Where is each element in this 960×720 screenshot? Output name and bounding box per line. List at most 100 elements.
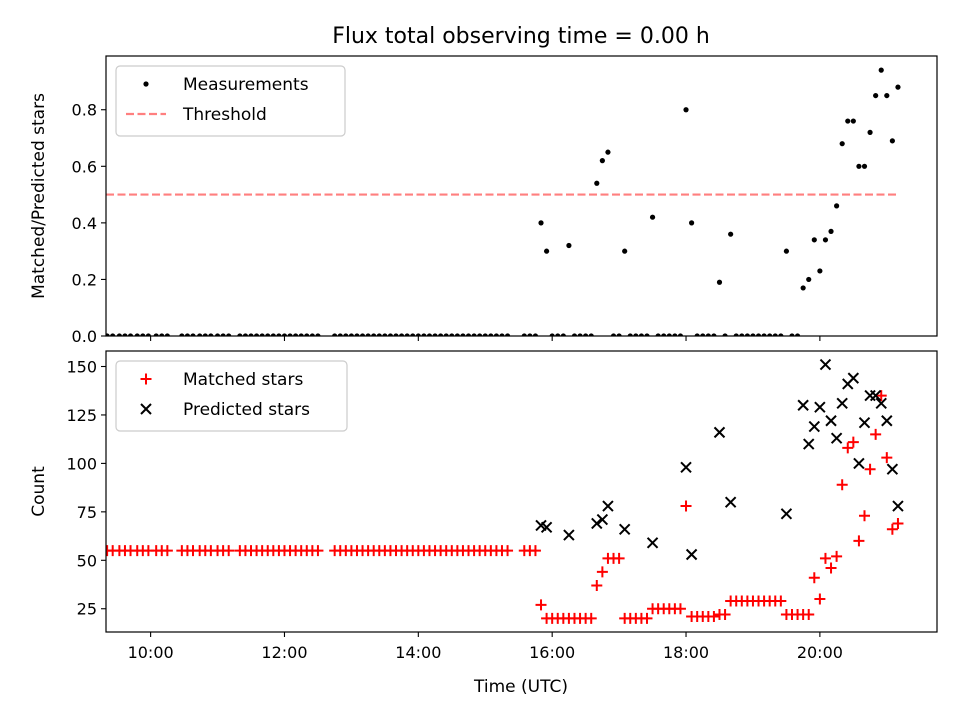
measurement-point — [159, 333, 165, 336]
measurement-point — [270, 333, 276, 336]
measurement-point — [655, 333, 661, 336]
measurement-point — [700, 333, 706, 336]
measurement-point — [527, 333, 533, 336]
legend-marker-dot — [143, 81, 149, 87]
measurement-point — [677, 333, 684, 336]
measurement-point — [482, 333, 488, 336]
measurement-point — [789, 333, 795, 336]
measurement-point — [683, 107, 689, 113]
measurement-point — [214, 333, 221, 336]
matched-stars-point — [613, 552, 625, 564]
measurement-point — [822, 237, 829, 243]
matched-stars-point — [892, 517, 904, 529]
predicted-stars-point — [881, 415, 893, 427]
measurement-point — [817, 268, 823, 274]
measurement-point — [828, 228, 834, 234]
measurement-point — [705, 333, 711, 336]
matched-stars-point — [864, 463, 876, 475]
measurement-point — [259, 333, 265, 336]
x-tick-label: 20:00 — [797, 643, 843, 662]
legend-label: Matched stars — [183, 370, 303, 390]
measurement-point — [443, 333, 449, 336]
predicted-stars-point — [780, 508, 793, 520]
y-axis-label: Matched/Predicted stars — [29, 93, 49, 299]
measurement-point — [772, 333, 778, 336]
measurement-point — [140, 333, 146, 336]
axes-frame — [105, 350, 938, 633]
y-tick-label: 0.8 — [72, 101, 97, 120]
measurement-point — [376, 333, 382, 336]
matched-stars-point — [223, 545, 235, 557]
y-tick-label: 0.4 — [72, 214, 97, 233]
measurement-point — [867, 129, 873, 135]
measurement-point — [398, 333, 405, 336]
matched-stars-point — [808, 572, 820, 584]
measurement-point — [337, 333, 343, 336]
measurement-point — [354, 333, 360, 336]
matched-stars-point — [858, 510, 870, 522]
measurement-point — [783, 248, 790, 254]
measurement-point — [767, 333, 773, 336]
measurement-point — [850, 118, 856, 124]
measurement-point — [208, 333, 214, 336]
measurement-point — [566, 242, 572, 249]
measurement-point — [404, 333, 410, 336]
predicted-stars-point — [646, 537, 659, 549]
y-tick-label: 150 — [66, 358, 97, 377]
measurement-point — [179, 333, 185, 336]
measurement-point — [449, 333, 455, 336]
measurement-point — [834, 203, 840, 209]
measurement-point — [839, 141, 845, 147]
measurement-point — [226, 333, 232, 336]
measurement-point — [577, 333, 583, 336]
plot-area — [106, 358, 904, 624]
measurement-point — [538, 220, 544, 226]
matched-stars-point — [674, 603, 686, 615]
legend-marker-plus — [140, 373, 152, 385]
y-tick-label: 125 — [66, 406, 97, 425]
measurement-point — [599, 158, 605, 164]
y-tick-label: 50 — [77, 551, 97, 570]
predicted-stars-point — [875, 397, 887, 410]
measurement-point — [845, 118, 851, 124]
measurement-point — [722, 333, 728, 336]
measurement-point — [421, 333, 427, 336]
axes-frame — [105, 55, 938, 337]
x-axis-label: Time (UTC) — [473, 677, 568, 697]
measurement-point — [694, 333, 700, 336]
matched-stars-point — [803, 609, 815, 621]
measurement-point — [465, 333, 472, 336]
predicted-stars-point — [797, 399, 809, 411]
measurement-point — [588, 333, 594, 336]
measurement-point — [237, 333, 243, 336]
measurement-point — [605, 149, 611, 155]
measurement-point — [733, 333, 739, 336]
measurement-point — [460, 333, 466, 336]
matched-stars-point — [596, 566, 608, 578]
measurement-point — [560, 333, 566, 336]
matched-stars-point — [680, 500, 692, 512]
matched-stars-point — [641, 612, 653, 624]
predicted-stars-point — [803, 438, 815, 450]
flux-ratio-panel: 0.0 0.2 0.4 0.6 0.8 Matched/Predicted stars Me… — [29, 55, 938, 346]
measurement-point — [382, 333, 388, 336]
measurement-point — [532, 333, 539, 336]
predicted-stars-point — [825, 415, 837, 427]
measurement-point — [202, 333, 208, 336]
measurement-point — [293, 333, 299, 336]
measurement-point — [633, 333, 639, 336]
legend-label: Predicted stars — [183, 400, 310, 420]
predicted-stars-point — [563, 529, 575, 541]
predicted-stars-point — [724, 496, 737, 508]
measurement-point — [454, 333, 460, 336]
matched-stars-point — [591, 579, 603, 591]
measurement-point — [281, 333, 288, 336]
measurement-point — [666, 333, 672, 336]
legend-marker-x — [140, 403, 152, 415]
measurement-point — [343, 333, 349, 336]
legend-box — [115, 65, 346, 137]
matched-stars-point — [831, 550, 843, 562]
measurement-point — [504, 333, 511, 336]
predicted-stars-point — [869, 389, 882, 402]
measurement-point — [583, 333, 589, 336]
